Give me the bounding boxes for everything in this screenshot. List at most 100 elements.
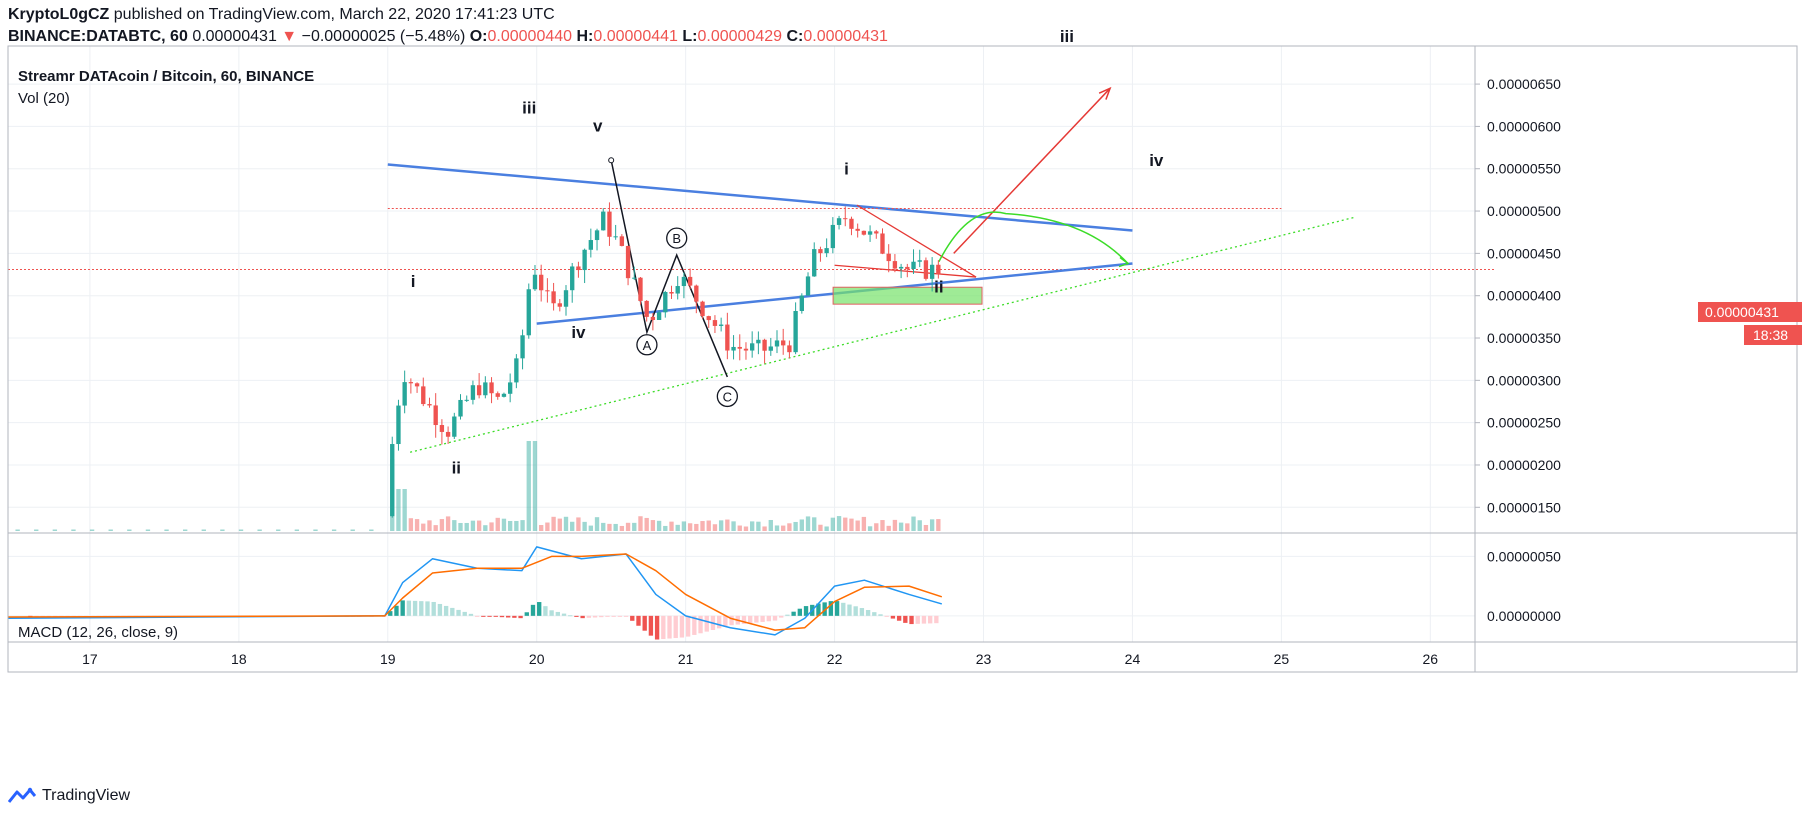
author-name[interactable]: KryptoL0gCZ (8, 6, 110, 23)
volume-bar (439, 519, 445, 531)
macd-histogram-bar (518, 615, 523, 619)
volume-bar (731, 521, 736, 531)
volume-bar (681, 521, 687, 531)
macd-histogram-bar (537, 602, 542, 616)
volume-bar (576, 517, 581, 531)
macd-pane (7, 546, 943, 640)
candle-body (917, 260, 922, 262)
volume-bar (127, 529, 132, 531)
volume-bar (929, 519, 935, 531)
macd-y-tick-label: 0.00000050 (1487, 548, 1561, 564)
candle-body (545, 290, 550, 292)
volume-bar (886, 525, 891, 531)
macd-histogram-bar (698, 615, 703, 634)
macd-histogram-bar (847, 604, 852, 616)
candle-body (867, 231, 873, 235)
candle-body (787, 345, 792, 353)
macd-histogram-bar (611, 615, 616, 617)
volume-bar (313, 529, 318, 531)
candle-body (687, 276, 693, 286)
macd-histogram-bar (692, 615, 697, 635)
candle-body (594, 230, 600, 241)
y-tick-label: 0.00000200 (1487, 457, 1561, 473)
price-tag: 0.00000431 (1705, 304, 1779, 320)
y-tick-label: 0.00000400 (1487, 288, 1561, 304)
macd-histogram-bar (499, 615, 505, 618)
volume-bar (625, 522, 631, 531)
volume-bar (545, 522, 550, 531)
macd-histogram-bar (785, 614, 790, 616)
volume-bar (905, 523, 910, 531)
macd-histogram-bar (915, 615, 920, 624)
candle-body (458, 399, 463, 417)
x-tick-label: 24 (1125, 651, 1141, 667)
candle-body (632, 277, 637, 279)
volume-bar (445, 516, 451, 531)
wave-label-iii: iii (1060, 27, 1074, 46)
volume-bar (483, 525, 488, 531)
volume-bar (526, 441, 531, 531)
countdown-bg (1744, 325, 1802, 345)
macd-histogram-bar (766, 615, 771, 622)
candle-body (905, 266, 910, 269)
volume-bar (294, 529, 300, 531)
candle-body (433, 405, 438, 426)
volume-bar (911, 516, 916, 531)
volume-bar (501, 518, 507, 531)
candle-body (613, 236, 618, 238)
volume-bar (145, 529, 151, 531)
volume-bar (458, 522, 463, 531)
macd-histogram-bar (505, 615, 511, 618)
drawings[interactable] (8, 86, 1495, 453)
candle-body (607, 211, 612, 237)
volume-bar (601, 522, 606, 531)
macd-histogram-bar (605, 615, 610, 617)
arrow-head (1098, 86, 1112, 100)
candle-body (880, 233, 885, 254)
candle-body (483, 382, 488, 396)
candle-body (718, 324, 724, 326)
y-tick-label: 0.00000300 (1487, 372, 1561, 388)
tradingview-brand[interactable]: TradingView (8, 787, 130, 805)
candle-body (396, 405, 401, 445)
candle-body (762, 339, 767, 351)
macd-histogram-bar (754, 615, 759, 623)
volume-bar (650, 520, 656, 531)
abc-start-dot (608, 157, 615, 164)
x-tick-label: 17 (82, 651, 98, 667)
volume-bar (849, 518, 854, 531)
volume-bar (818, 524, 823, 531)
macd-histogram-bar (512, 615, 517, 618)
candle-body (892, 261, 898, 269)
candle-body (439, 425, 445, 432)
candle-body (812, 249, 817, 277)
volume-bar (644, 517, 649, 531)
volume-bar (331, 529, 337, 531)
volume-bar (476, 520, 482, 531)
volume-bar (874, 523, 879, 531)
x-tick-label: 20 (529, 651, 545, 667)
volume-bar (350, 529, 355, 531)
macd-histogram-bar (896, 615, 902, 621)
candle-body (799, 295, 804, 311)
volume-bar (781, 525, 786, 531)
macd-histogram-bar (568, 615, 573, 617)
candle-body (805, 276, 811, 296)
candle-body (402, 382, 407, 406)
axes: 0.00000150 0.00000200 0.00000250 0.00000300… (7, 45, 1798, 673)
volume-bars (15, 441, 941, 531)
macd-histogram-bar (642, 615, 647, 631)
candle-body (619, 236, 625, 246)
macd-histogram-bar (462, 611, 467, 616)
volume-bar (514, 520, 519, 531)
volume-bar (867, 526, 873, 531)
x-tick-label: 22 (827, 651, 843, 667)
open-value: 0.00000440 (487, 28, 573, 45)
volume-bar (756, 521, 761, 531)
volume-bar (712, 524, 718, 531)
volume-bar (238, 529, 244, 531)
volume-bar (917, 520, 922, 531)
candle-body (861, 230, 867, 235)
candle-body (731, 346, 736, 351)
